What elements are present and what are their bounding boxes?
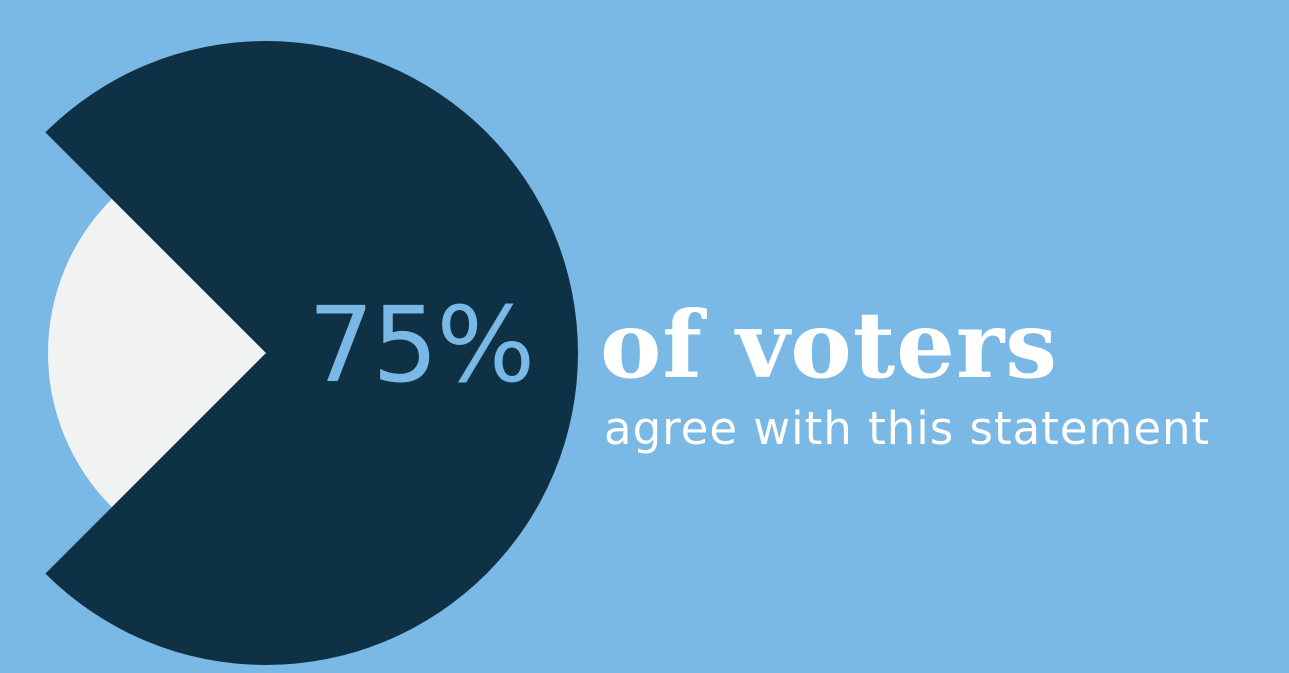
pie-slices [45, 40, 578, 665]
headline: of voters [600, 291, 1059, 399]
pie-slice-minority [47, 198, 267, 508]
subline: agree with this statement [604, 402, 1211, 455]
pie-slice-majority [45, 40, 578, 665]
percent-label: 75% [308, 284, 535, 406]
